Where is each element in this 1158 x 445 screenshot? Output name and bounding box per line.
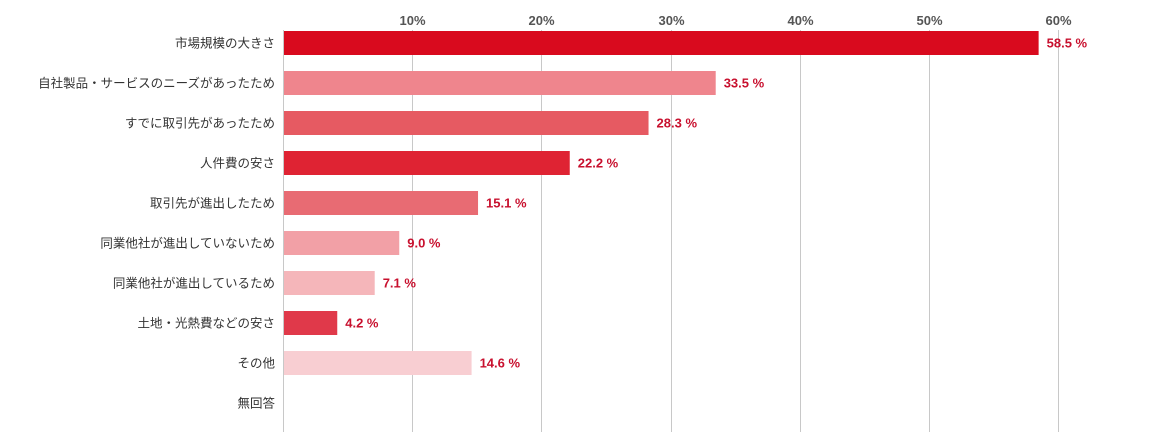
x-tick-label: 50%: [916, 13, 942, 28]
bar: [284, 31, 1039, 55]
category-label: その他: [237, 356, 275, 371]
bar: [284, 111, 649, 135]
bar: [284, 71, 716, 95]
bars: [284, 31, 1039, 375]
value-label: 14.6 %: [480, 356, 521, 371]
value-label: 33.5 %: [724, 76, 765, 91]
x-tick-label: 10%: [399, 13, 425, 28]
value-labels: 58.5 % 33.5 % 28.3 % 22.2 % 15.1 % 9.0 % 7.1 %…: [345, 36, 1087, 371]
category-label: 土地・光熱費などの安さ: [137, 316, 275, 331]
x-tick-label: 20%: [528, 13, 554, 28]
value-label: 22.2 %: [578, 156, 619, 171]
value-label: 15.1 %: [486, 196, 527, 211]
bar: [284, 351, 472, 375]
value-label: 28.3 %: [657, 116, 698, 131]
category-label: すでに取引先があったため: [125, 116, 275, 131]
category-label: 自社製品・サービスのニーズがあったため: [38, 76, 275, 91]
value-label: 4.2 %: [345, 316, 379, 331]
gridlines: [283, 30, 1059, 432]
x-tick-labels: 10% 20% 30% 40% 50% 60%: [399, 13, 1071, 28]
value-label: 7.1 %: [383, 276, 417, 291]
x-tick-label: 30%: [658, 13, 684, 28]
bar: [284, 231, 400, 255]
bar: [284, 191, 479, 215]
category-label: 無回答: [237, 396, 275, 411]
x-tick-label: 40%: [787, 13, 813, 28]
value-label: 58.5 %: [1047, 36, 1088, 51]
category-label: 同業他社が進出しているため: [113, 276, 275, 291]
category-label: 同業他社が進出していないため: [100, 236, 275, 251]
category-label: 取引先が進出したため: [150, 196, 275, 211]
category-labels: 市場規模の大きさ自社製品・サービスのニーズがあったためすでに取引先があったため人…: [38, 36, 275, 411]
category-label: 人件費の安さ: [200, 156, 275, 171]
value-label: 9.0 %: [407, 236, 441, 251]
bar: [284, 151, 570, 175]
bar: [284, 271, 375, 295]
x-tick-label: 60%: [1045, 13, 1071, 28]
bar: [284, 311, 338, 335]
category-label: 市場規模の大きさ: [175, 36, 275, 51]
